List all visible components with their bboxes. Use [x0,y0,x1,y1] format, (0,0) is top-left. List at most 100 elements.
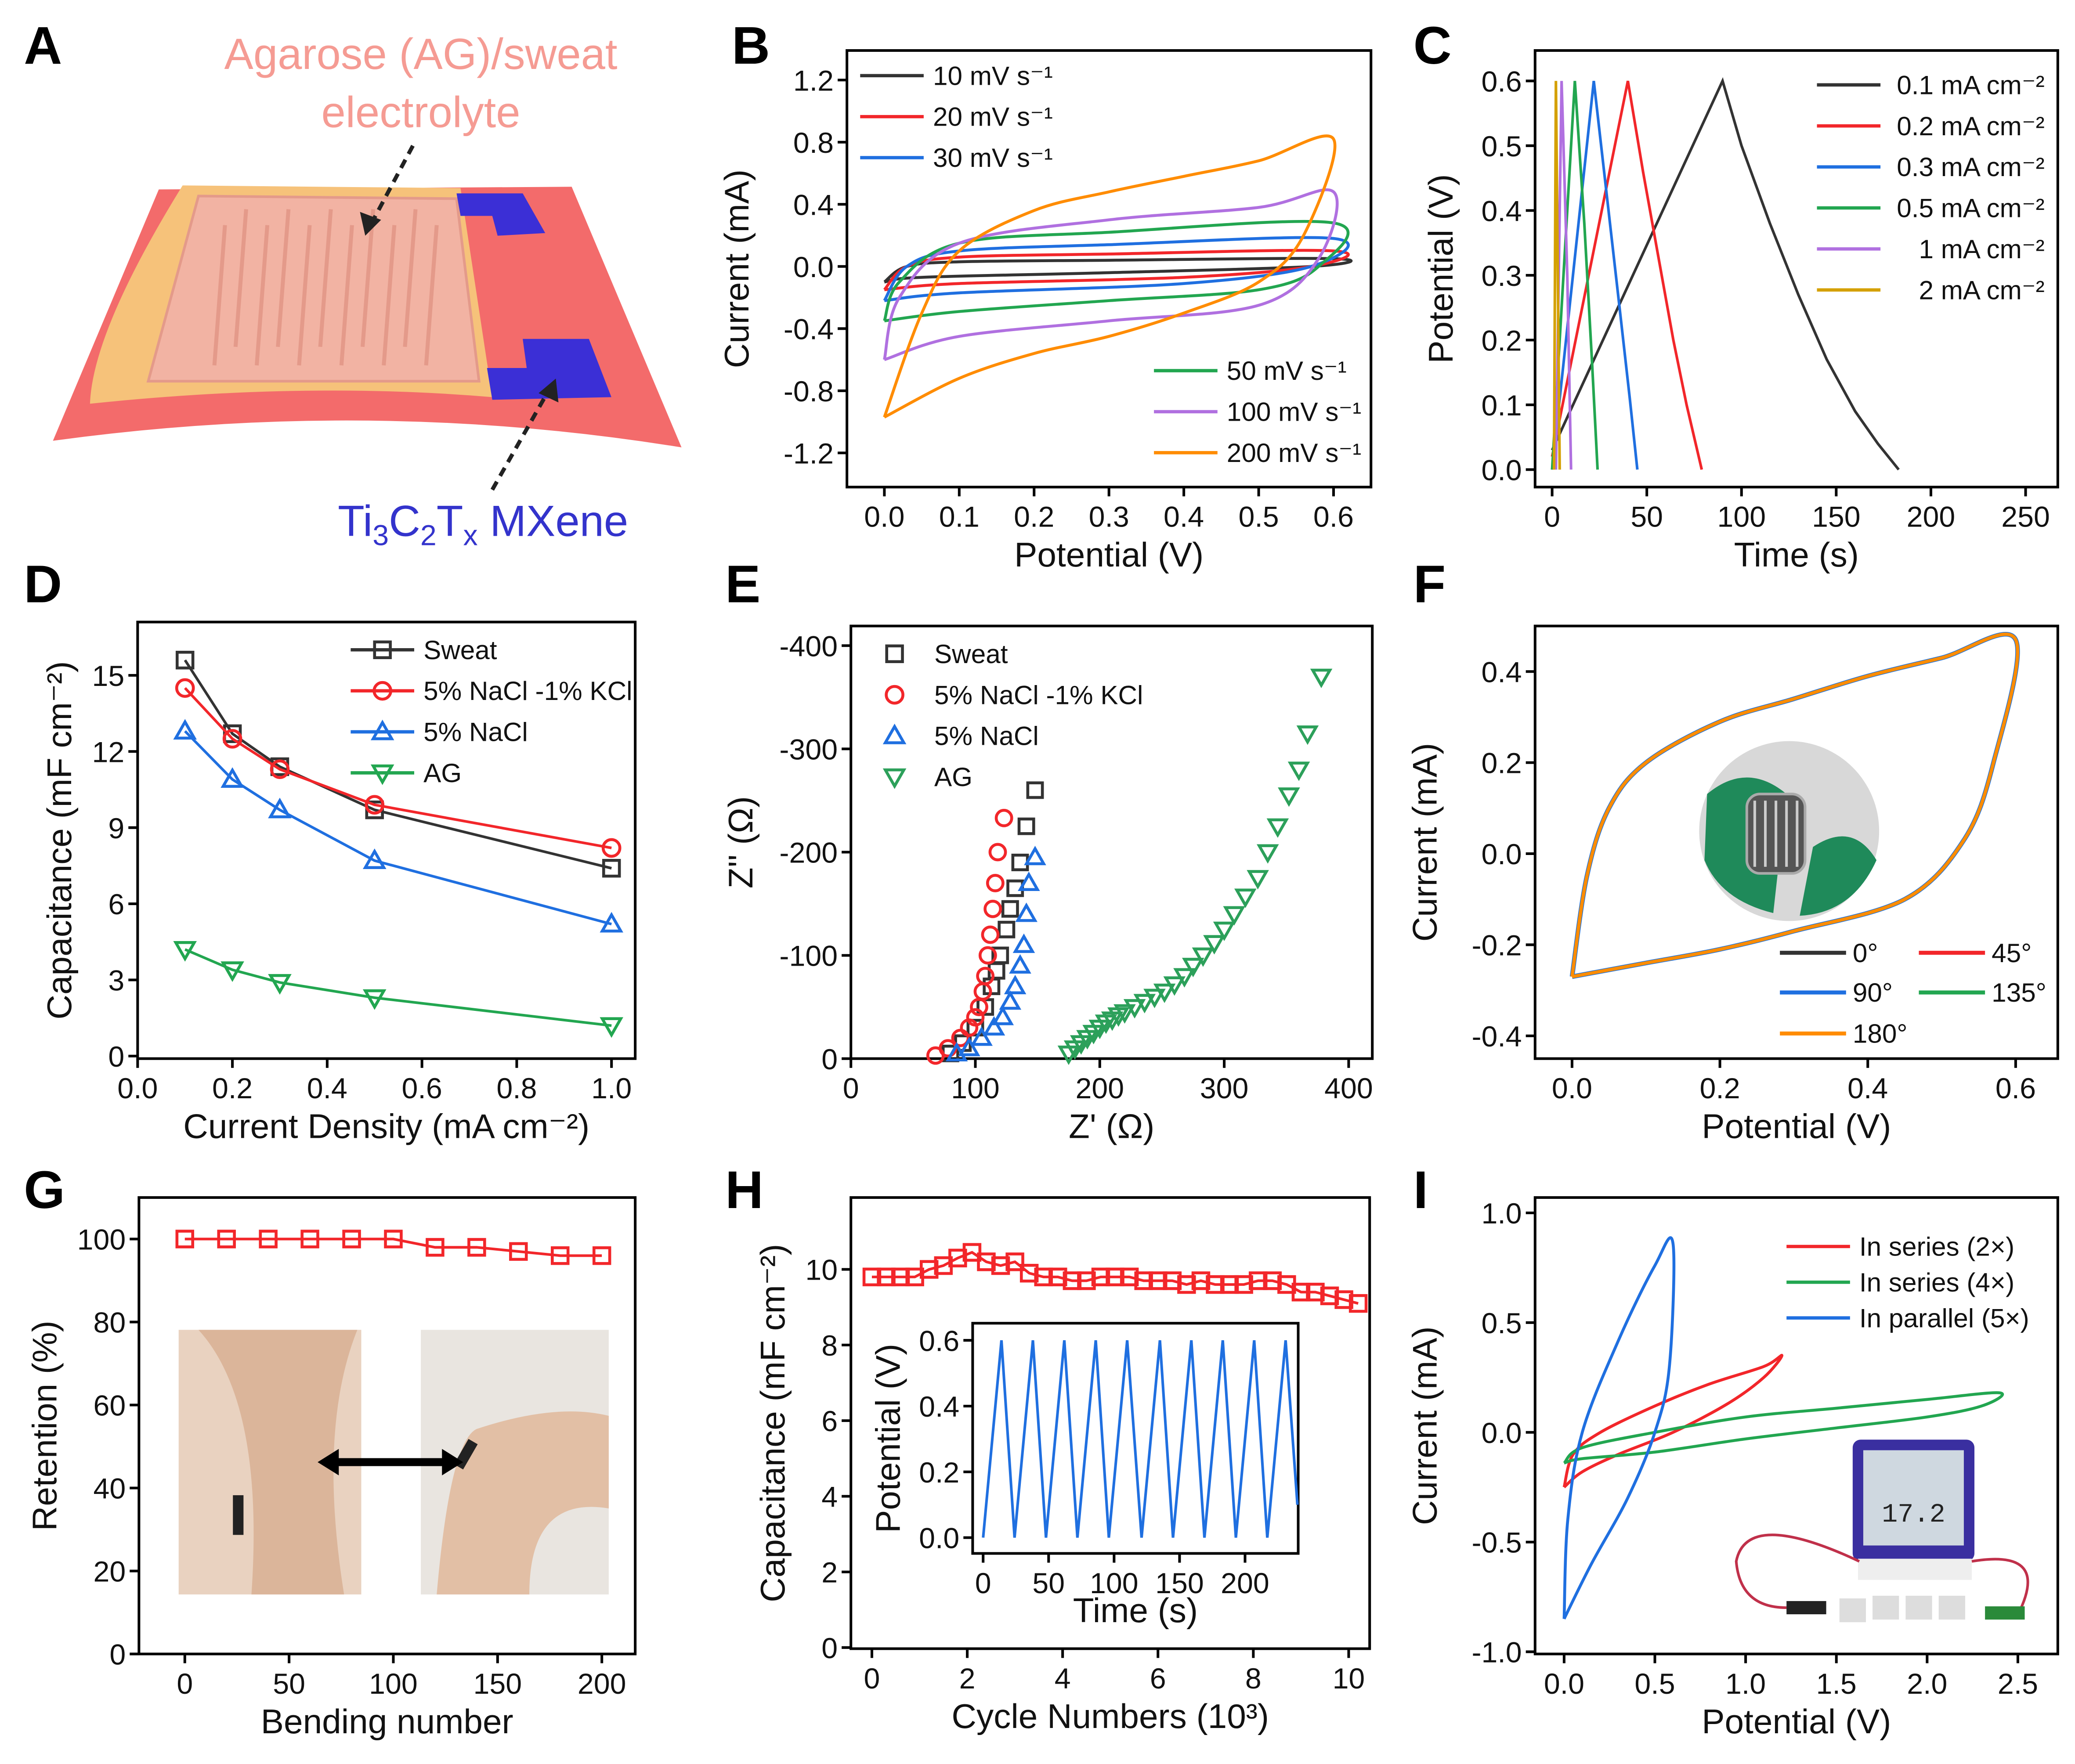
series-line [184,659,612,870]
series-line [1563,1391,2004,1465]
electrode-finger [276,209,291,347]
x-tick-label: 10 [1333,1663,1365,1695]
x-tick-label: 0.2 [1014,501,1054,534]
series-line [184,687,612,849]
circle-marker [986,874,1005,892]
y-axis-title: Current (mA) [1406,1326,1444,1525]
electrode-finger [233,209,248,347]
y-tick-label: 0 [108,1041,124,1073]
bent-device-photo [1699,741,1880,921]
square-marker [998,920,1016,938]
circle-marker [222,729,242,749]
square-marker [373,640,392,660]
y-tick-label: -100 [779,940,838,973]
square-marker [342,1230,361,1248]
legend-label: AG [934,762,972,792]
circle-marker [601,838,622,858]
series-line [1551,80,1639,470]
square-marker [175,650,195,670]
legend-label: 5% NaCl [934,721,1039,751]
x-tick-label: 100 [1090,1567,1139,1600]
square-marker [300,1230,319,1248]
square-marker [175,1230,195,1248]
triangle-down-marker [1223,906,1246,926]
legend-label: 50 mV s⁻¹ [1227,356,1347,386]
triangle-down-marker [1234,888,1257,908]
triangle-down-marker [1213,921,1236,942]
y-tick-label: -0.5 [1471,1527,1522,1559]
x-tick-label: 6 [1150,1663,1166,1695]
legend-label: 10 mV s⁻¹ [933,61,1053,90]
y-tick-label: 0.0 [1482,1417,1522,1450]
inset-series-line [982,1340,1299,1538]
x-tick-label: 0 [1544,501,1560,534]
legend-label: 30 mV s⁻¹ [933,143,1053,173]
square-marker [550,1246,570,1265]
circle-marker [983,899,1002,918]
triangle-down-marker [1133,994,1156,1014]
x-tick-label: 0.6 [402,1072,442,1105]
plot-frame [1533,1196,2059,1656]
y-axis-title: Capacitance (mF cm⁻²) [753,1244,792,1602]
circle-marker [270,759,290,779]
triangle-up-marker [370,719,394,740]
legend-label: Sweat [423,635,497,665]
square-marker [1026,781,1044,799]
bottom-contact-pad [487,339,611,400]
x-tick-label: 0.3 [1089,501,1129,534]
y-tick-label: 0.2 [1482,747,1522,780]
x-tick-label: 400 [1324,1072,1373,1105]
x-tick-label: 0.6 [1995,1072,2036,1105]
interdigitated-electrode [146,195,481,383]
triangle-down-marker [1113,1004,1136,1024]
electrode-finger [382,225,397,366]
square-marker [1011,854,1029,871]
thermometer-demo-photo: 17.2 [1735,1439,2029,1623]
panel-label-h: H [725,1160,763,1219]
y-tick-label: 0.0 [919,1522,959,1555]
series-line [883,249,1350,292]
y-tick-label: -0.2 [1471,930,1522,962]
x-axis-title: Potential (V) [1702,1107,1891,1145]
plot-frame [1533,624,2059,1060]
y-tick-label: 12 [92,736,124,768]
triangle-down-marker [1296,725,1319,745]
x-tick-label: 0.0 [864,501,904,534]
series-line [184,1237,602,1257]
triangle-up-marker [221,767,244,788]
circle-marker [966,1008,985,1027]
y-tick-label: 0.5 [1482,1307,1522,1340]
triangle-down-marker [1192,947,1215,967]
square-marker [991,946,1009,964]
x-axis-title: Time (s) [1073,1591,1198,1630]
legend-label: 5% NaCl -1% KCl [423,676,632,706]
y-axis-title: Z'' (Ω) [721,796,760,888]
series-line [871,1251,1359,1305]
square-marker [1005,1252,1024,1271]
legend-label: 135° [1992,978,2046,1007]
square-marker [509,1242,528,1261]
circle-marker [885,685,904,705]
y-tick-label: 4 [821,1481,838,1513]
legend-label: 45° [1992,938,2032,968]
electrode-finger [297,225,312,366]
triangle-up-marker [1009,954,1031,974]
panel-a-schematic: Agarose (AG)/sweat electrolyte Ti3C2Tx M… [53,30,682,552]
square-marker [885,644,904,664]
x-tick-label: 150 [474,1668,522,1700]
x-axis-title: Potential (V) [1014,535,1204,574]
x-tick-label: 50 [1630,501,1663,534]
electrode-finger [339,225,354,366]
panel-label-c: C [1413,16,1452,75]
x-axis-title: Potential (V) [1702,1702,1891,1741]
square-marker [592,1246,611,1265]
x-tick-label: 200 [1076,1072,1124,1105]
x-tick-label: 0.4 [1164,501,1204,534]
triangle-down-marker [1153,983,1176,1003]
triangle-up-marker [958,1036,980,1057]
series-line [184,948,612,1027]
y-tick-label: 0.0 [1482,454,1522,487]
triangle-up-marker [1018,871,1040,891]
y-tick-label: 0.1 [1482,390,1522,422]
triangle-up-marker [970,1026,993,1046]
